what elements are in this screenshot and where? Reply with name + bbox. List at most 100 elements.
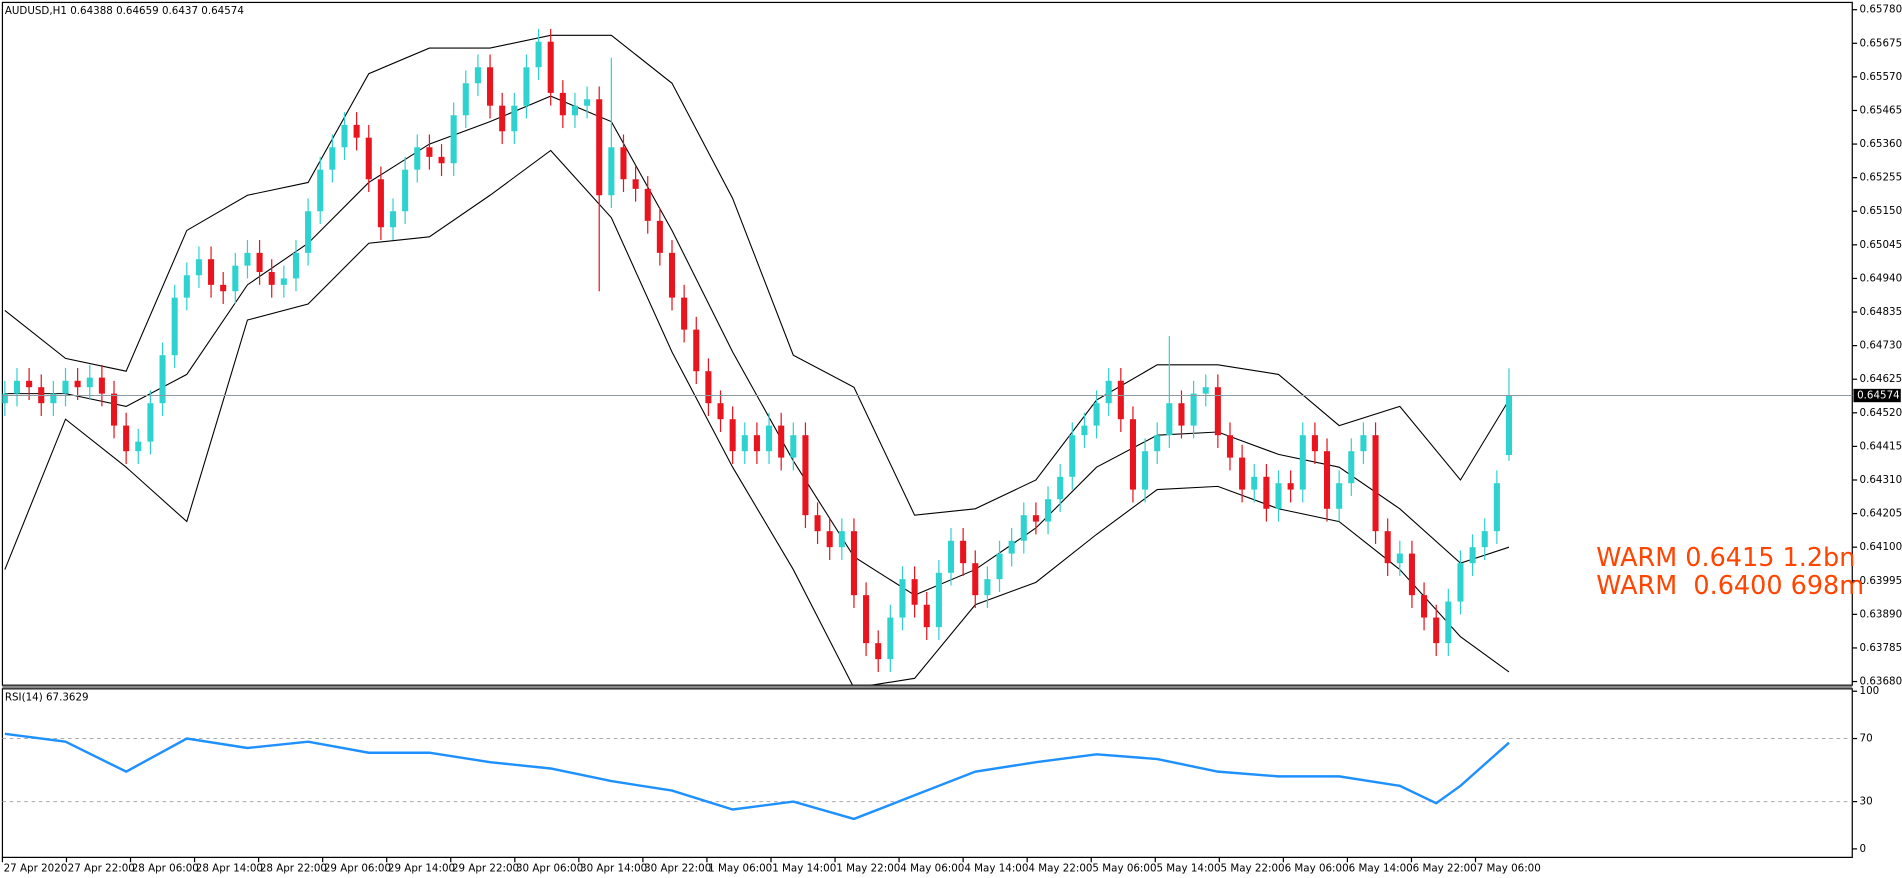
candle-body xyxy=(462,83,469,116)
x-tick-label: 29 Apr 14:00 xyxy=(388,862,455,874)
x-tick-label: 5 May 06:00 xyxy=(1092,862,1156,874)
candle-body xyxy=(268,272,275,285)
candle-body xyxy=(790,435,797,458)
candle-body xyxy=(1469,547,1476,564)
y-tick-label: 0.65780 xyxy=(1860,4,1902,16)
candle-body xyxy=(535,41,542,68)
y-tick-label: 0.65360 xyxy=(1860,138,1902,150)
candle-body xyxy=(98,377,105,394)
x-tick-label: 27 Apr 2020 xyxy=(4,862,68,874)
candle-body xyxy=(329,147,336,170)
candle-body xyxy=(1275,483,1282,509)
candle-body xyxy=(110,393,118,426)
y-tick-label: 0.65570 xyxy=(1860,71,1902,83)
candle-body xyxy=(1032,515,1039,522)
last-high: 0.64659 xyxy=(116,5,159,17)
x-tick-label: 27 Apr 22:00 xyxy=(68,862,135,874)
candle-body xyxy=(693,329,700,372)
candle-body xyxy=(1299,435,1306,490)
candle-body xyxy=(668,252,676,298)
candle-body xyxy=(474,67,481,84)
y-tick-label: 0.63890 xyxy=(1860,608,1902,620)
candle-body xyxy=(1336,483,1343,509)
candle-body xyxy=(766,425,773,452)
candle-body xyxy=(50,393,57,404)
x-tick-label: 28 Apr 06:00 xyxy=(132,862,199,874)
candle-body xyxy=(353,124,360,138)
candle-body xyxy=(86,377,93,388)
candle-body xyxy=(1166,403,1173,436)
candle-body xyxy=(341,124,348,148)
candle-body xyxy=(644,188,651,221)
candle-body xyxy=(438,156,445,164)
candle-body xyxy=(1481,531,1488,548)
candle-body xyxy=(802,435,809,516)
candle-body xyxy=(1214,387,1221,436)
candle-body xyxy=(1505,395,1513,456)
candle-body xyxy=(1372,435,1379,532)
candle-body xyxy=(838,531,845,548)
candle-body xyxy=(74,380,81,388)
current-price-label: 0.64574 xyxy=(1857,390,1900,402)
candle-body xyxy=(935,572,942,628)
y-tick-label: 0.65675 xyxy=(1860,37,1902,49)
candle-body xyxy=(1457,563,1464,602)
rsi-line xyxy=(4,732,1510,821)
candle-body xyxy=(208,259,215,285)
candle-body xyxy=(826,531,833,548)
main-frame xyxy=(1,1,1853,686)
candle-body xyxy=(62,380,69,394)
header: AUDUSD,H1 0.64388 0.64659 0.6437 0.64574 xyxy=(5,5,244,17)
bollinger-middle xyxy=(4,95,1510,596)
candle-body xyxy=(487,67,494,106)
candle-body xyxy=(1348,451,1355,484)
candle-body xyxy=(717,403,724,420)
x-tick-label: 28 Apr 22:00 xyxy=(260,862,327,874)
candle-body xyxy=(656,220,663,253)
x-tick-label: 1 May 06:00 xyxy=(708,862,772,874)
candle-body xyxy=(753,435,760,452)
candle-body xyxy=(887,617,894,660)
candle-body xyxy=(584,99,591,106)
candle-body xyxy=(389,211,397,228)
last-open: 0.64388 xyxy=(70,5,113,17)
candle-body xyxy=(863,595,870,644)
y-tick-label: 0.64625 xyxy=(1860,373,1902,385)
candle-body xyxy=(135,441,142,452)
candle-body xyxy=(705,371,712,404)
candle-body xyxy=(256,252,263,273)
candle-body xyxy=(559,92,566,116)
candle-body xyxy=(1408,553,1415,596)
candle-body xyxy=(1045,499,1052,522)
x-tick-label: 30 Apr 14:00 xyxy=(580,862,647,874)
candle-body xyxy=(1324,451,1331,509)
x-tick-label: 7 May 06:00 xyxy=(1477,862,1541,874)
candle-body xyxy=(1396,553,1403,564)
bollinger-upper xyxy=(4,34,1510,516)
candle-body xyxy=(1263,476,1270,509)
candle-body xyxy=(147,403,154,442)
y-tick-label: 0.63785 xyxy=(1860,642,1902,654)
candle-body xyxy=(620,147,627,180)
plot xyxy=(2,28,1513,686)
candle-body xyxy=(729,419,736,452)
y-tick-label: 0.64940 xyxy=(1860,272,1902,284)
candle-body xyxy=(171,297,178,356)
x-tick-label: 5 May 14:00 xyxy=(1156,862,1220,874)
last-close: 0.64574 xyxy=(201,5,244,17)
candle-body xyxy=(984,579,991,596)
candle-body xyxy=(1384,531,1391,564)
candle-body xyxy=(681,297,688,330)
candle-body xyxy=(596,99,603,196)
annotation: WARM 0.6400 698m xyxy=(1596,571,1864,601)
symbol: AUDUSD,H1 xyxy=(5,5,67,17)
candle-body xyxy=(292,252,300,279)
y-tick-label: 0.64730 xyxy=(1860,340,1902,352)
rsi-value: 67.3629 xyxy=(46,691,89,703)
candle-body xyxy=(1057,476,1064,500)
candle-body xyxy=(1093,403,1100,426)
candle-body xyxy=(741,435,748,452)
candle-body xyxy=(1081,425,1088,436)
candle-body xyxy=(1069,435,1076,477)
